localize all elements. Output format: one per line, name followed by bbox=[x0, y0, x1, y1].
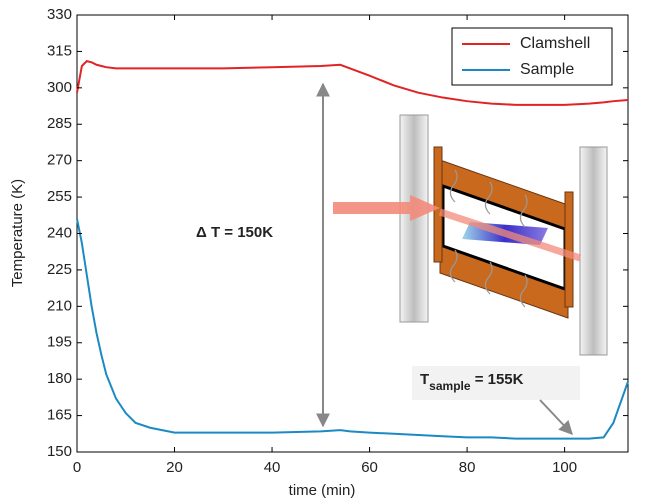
x-axis-label: time (min) bbox=[289, 482, 356, 499]
x-tick-label: 80 bbox=[459, 459, 476, 476]
y-tick-label: 285 bbox=[47, 115, 72, 132]
y-axis-label: Temperature (K) bbox=[9, 179, 26, 287]
x-tick-label: 60 bbox=[361, 459, 378, 476]
annotation: Δ T = 150K bbox=[196, 224, 273, 241]
inset-diagram bbox=[333, 114, 608, 356]
legend bbox=[451, 27, 613, 86]
y-tick-label: 240 bbox=[47, 224, 72, 241]
y-tick-label: 300 bbox=[47, 79, 72, 96]
y-tick-label: 225 bbox=[47, 261, 72, 278]
x-tick-label: 20 bbox=[166, 459, 183, 476]
y-tick-label: 210 bbox=[47, 297, 72, 314]
y-tick-label: 315 bbox=[47, 42, 72, 59]
x-tick-label: 0 bbox=[73, 459, 81, 476]
y-tick-label: 270 bbox=[47, 152, 72, 169]
annotation-part: T bbox=[420, 371, 429, 388]
y-tick-label: 150 bbox=[47, 443, 72, 460]
annotation: Tsample = 155K bbox=[420, 371, 524, 393]
annotation-part: sample bbox=[429, 379, 471, 393]
y-tick-label: 165 bbox=[47, 407, 72, 424]
annotation-arrow bbox=[539, 399, 573, 436]
annotation-box bbox=[188, 219, 314, 247]
line-series bbox=[76, 218, 629, 440]
y-tick-label: 180 bbox=[47, 370, 72, 387]
x-tick-label: 40 bbox=[264, 459, 281, 476]
annotation-box bbox=[412, 366, 580, 400]
legend-label: Sample bbox=[520, 61, 574, 78]
line-series bbox=[76, 60, 629, 106]
y-tick-label: 195 bbox=[47, 334, 72, 351]
y-tick-label: 255 bbox=[47, 188, 72, 205]
legend-label: Clamshell bbox=[520, 35, 590, 52]
x-tick-label: 100 bbox=[552, 459, 577, 476]
y-tick-label: 330 bbox=[47, 6, 72, 23]
annotation-part: = 155K bbox=[471, 371, 524, 388]
